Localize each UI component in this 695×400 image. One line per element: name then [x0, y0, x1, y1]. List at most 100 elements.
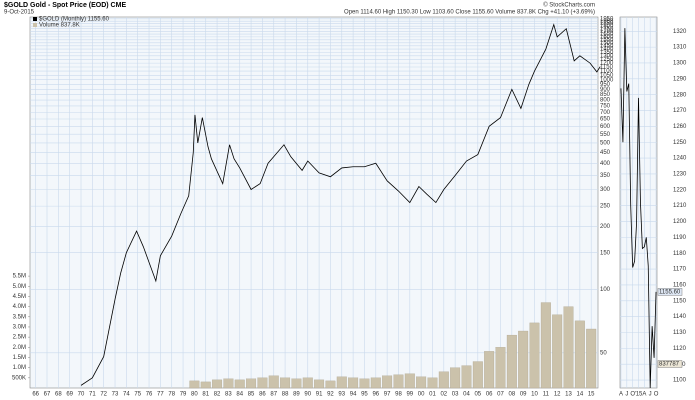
y-tick-label: 1050 [600, 73, 614, 79]
x-tick-label: 04 [463, 392, 470, 398]
y-tick-label: 1600 [600, 34, 614, 40]
y-tick-label: 1000 [600, 77, 614, 83]
y-tick-label: 1100 [600, 69, 614, 75]
y-tick-label: 1950 [600, 16, 614, 22]
y-tick-label: 1250 [600, 57, 614, 63]
volume-bar [472, 361, 483, 389]
volume-bar [302, 377, 313, 389]
y-tick-label: 1450 [600, 43, 614, 49]
legend-swatch [33, 23, 37, 27]
x-tick-label: 10 [531, 392, 538, 398]
x-tick-label: 84 [236, 392, 243, 398]
x-tick-label: 89 [293, 392, 300, 398]
volume-bar [427, 377, 438, 389]
y2-tick-label: 5.0M [13, 284, 26, 290]
value-tag: 1155.60 [659, 289, 681, 295]
volume-bar [336, 376, 347, 389]
y2-tick-label: 500K [12, 375, 26, 381]
x-tick-label: 03 [452, 392, 459, 398]
volume-bar [495, 347, 506, 389]
y-tick-label: 1230 [673, 172, 687, 178]
y-tick-label: 1240 [673, 156, 687, 162]
x-tick-label: A [642, 392, 646, 398]
x-tick-label: 13 [565, 392, 572, 398]
volume-bar [348, 377, 359, 389]
y-tick-label: 800 [600, 98, 611, 104]
volume-bar [359, 378, 370, 389]
price-line [620, 28, 657, 389]
y-tick-label: 1150 [673, 298, 687, 304]
x-tick-label: O [630, 392, 635, 398]
x-tick-label: 94 [350, 392, 357, 398]
x-tick-label: 78 [168, 392, 175, 398]
y-tick-label: 1200 [600, 61, 614, 67]
y2-tick-label: 4.5M [13, 294, 26, 300]
volume-bar [246, 378, 257, 389]
y-tick-label: 1300 [673, 61, 687, 67]
y-tick-label: 200 [600, 224, 611, 230]
x-tick-label: 83 [225, 392, 232, 398]
volume-bar [223, 378, 234, 389]
y-tick-label: 400 [600, 161, 611, 167]
legend-swatch [33, 17, 37, 21]
y-tick-label: 1210 [673, 203, 687, 209]
chart-title: $GOLD Gold - Spot Price (EOD) CME [4, 2, 126, 9]
x-tick-label: 91 [316, 392, 323, 398]
y-tick-label: 550 [600, 132, 611, 138]
y-tick-label: 900 [600, 87, 611, 93]
x-tick-label: 70 [78, 392, 85, 398]
volume-bar [518, 330, 529, 389]
volume-bar [257, 377, 268, 389]
x-tick-label: 14 [577, 392, 584, 398]
x-tick-label: 92 [327, 392, 334, 398]
x-tick-label: 67 [44, 392, 51, 398]
x-tick-label: 87 [270, 392, 277, 398]
x-tick-label: 81 [202, 392, 209, 398]
y-tick-label: 1650 [600, 32, 614, 38]
price-line [80, 23, 601, 386]
y2-tick-label: 4.0M [13, 304, 26, 310]
y-tick-label: 1270 [673, 108, 687, 114]
y-tick-label: 1750 [600, 26, 614, 32]
x-tick-label: 85 [248, 392, 255, 398]
y-tick-label: 750 [600, 104, 611, 110]
y-tick-label: 1150 [600, 65, 614, 71]
y2-tick-label: 2.0M [13, 345, 26, 351]
x-tick-label: 73 [112, 392, 119, 398]
y-tick-label: 1900 [600, 19, 614, 25]
value-tag: 837787 [659, 362, 680, 368]
y-tick-label: 600 [600, 124, 611, 130]
volume-bar [370, 377, 381, 389]
chart-date: 9-Oct-2015 [4, 10, 35, 16]
y-tick-label: 1300 [600, 53, 614, 59]
x-tick-label: J [625, 392, 628, 398]
x-tick-label: 11 [543, 392, 550, 398]
volume-bar [529, 322, 540, 389]
volume-bar [393, 374, 404, 389]
y-tick-label: 1200 [673, 219, 687, 225]
volume-bar [200, 381, 211, 389]
volume-bar [552, 314, 563, 389]
x-tick-label: 79 [180, 392, 187, 398]
volume-bar [461, 365, 472, 389]
volume-bar [212, 379, 223, 389]
x-tick-label: 86 [259, 392, 266, 398]
value-tag-box [657, 288, 683, 296]
y-tick-label: 1190 [673, 235, 687, 241]
x-tick-label: 99 [406, 392, 413, 398]
copyright: © StockCharts.com [543, 2, 595, 9]
y-tick-label: 350 [600, 173, 611, 179]
y2-tick-label: 3.0M [13, 325, 26, 331]
x-tick-label: 05 [474, 392, 481, 398]
x-tick-label: 08 [508, 392, 515, 398]
y-tick-label: 500 [600, 141, 611, 147]
x-tick-label: 88 [282, 392, 289, 398]
x-tick-label: 00 [418, 392, 425, 398]
volume-bar [450, 367, 461, 389]
x-tick-label: 66 [32, 392, 39, 398]
y-tick-label: 700 [600, 110, 611, 116]
y-tick-label: 1400 [600, 47, 614, 53]
volume-bar [563, 306, 574, 389]
y-tick-label: 1290 [673, 76, 687, 82]
